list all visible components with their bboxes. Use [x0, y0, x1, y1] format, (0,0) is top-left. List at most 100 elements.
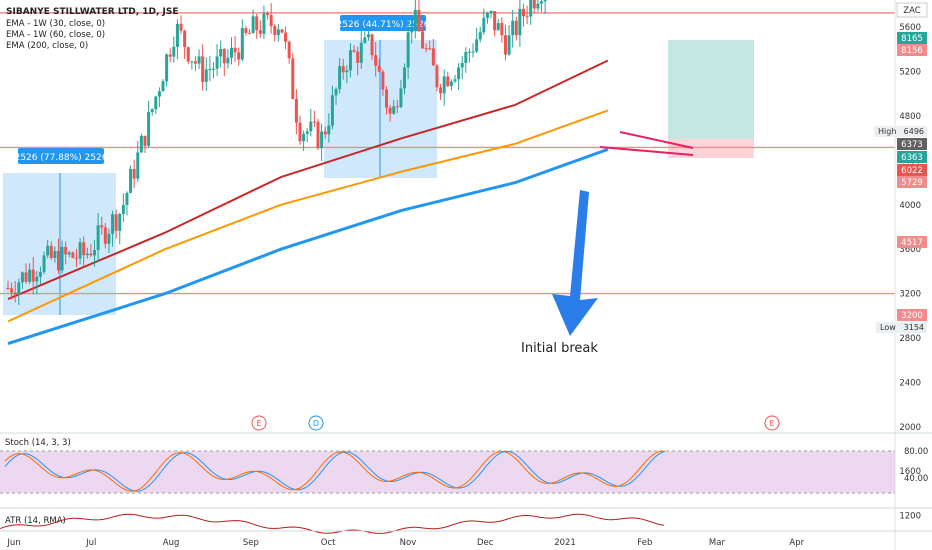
candle[interactable] — [478, 26, 482, 43]
candle[interactable] — [323, 126, 327, 139]
candle[interactable] — [284, 26, 288, 50]
candle[interactable] — [244, 25, 248, 36]
ema-lines[interactable] — [7, 59, 609, 346]
candle[interactable] — [543, 0, 547, 14]
candle[interactable] — [287, 40, 291, 64]
candle[interactable] — [511, 10, 515, 48]
candle[interactable] — [363, 31, 367, 44]
candle[interactable] — [460, 56, 464, 80]
candle[interactable] — [17, 278, 21, 306]
candle[interactable] — [89, 243, 93, 258]
candle[interactable] — [482, 8, 486, 35]
candle[interactable] — [204, 57, 208, 91]
candle[interactable] — [35, 270, 39, 295]
candle[interactable] — [229, 37, 233, 65]
candle[interactable] — [46, 239, 50, 259]
candle[interactable] — [507, 24, 511, 56]
candle[interactable] — [258, 20, 262, 38]
candle[interactable] — [439, 83, 443, 100]
candlesticks[interactable] — [6, 0, 608, 306]
pennant-pattern[interactable] — [599, 131, 694, 156]
earnings-event-marker-2[interactable]: E — [764, 415, 780, 431]
candle[interactable] — [262, 5, 266, 40]
candle[interactable] — [366, 29, 370, 41]
candle[interactable] — [475, 27, 479, 53]
candle[interactable] — [125, 191, 129, 216]
candle[interactable] — [82, 236, 86, 267]
candle[interactable] — [67, 250, 71, 258]
candle[interactable] — [435, 63, 439, 92]
candle[interactable] — [28, 263, 32, 285]
candle[interactable] — [496, 18, 500, 31]
candle[interactable] — [500, 17, 504, 43]
candle[interactable] — [273, 23, 277, 42]
candle[interactable] — [219, 40, 223, 68]
candle[interactable] — [356, 46, 360, 76]
candle[interactable] — [85, 247, 89, 259]
candle[interactable] — [143, 135, 147, 153]
ema-line-0[interactable] — [7, 59, 609, 301]
atr-series[interactable] — [0, 513, 665, 534]
candle[interactable] — [305, 128, 309, 143]
candle[interactable] — [42, 251, 46, 275]
candle[interactable] — [428, 40, 432, 51]
candle[interactable] — [157, 87, 161, 108]
horizontal-levels[interactable] — [0, 0, 895, 295]
candle[interactable] — [237, 47, 241, 66]
candle[interactable] — [222, 48, 226, 77]
candle[interactable] — [536, 0, 540, 12]
candle[interactable] — [424, 43, 428, 53]
candle[interactable] — [359, 30, 363, 69]
candle[interactable] — [385, 86, 389, 115]
candle[interactable] — [118, 212, 122, 245]
candle[interactable] — [302, 130, 306, 151]
candle[interactable] — [136, 140, 140, 182]
candle[interactable] — [10, 282, 14, 300]
candle[interactable] — [532, 0, 536, 14]
candle[interactable] — [147, 100, 151, 148]
candle[interactable] — [514, 16, 518, 41]
candle[interactable] — [410, 28, 414, 44]
candle[interactable] — [330, 85, 334, 130]
candle[interactable] — [276, 24, 280, 42]
candle[interactable] — [312, 110, 316, 128]
candle[interactable] — [64, 241, 68, 265]
candle[interactable] — [348, 43, 352, 78]
candle[interactable] — [352, 45, 356, 53]
candle[interactable] — [53, 246, 57, 263]
candle[interactable] — [248, 28, 252, 34]
candle[interactable] — [215, 44, 219, 76]
candle[interactable] — [316, 118, 320, 150]
candle[interactable] — [399, 80, 403, 109]
candle[interactable] — [489, 10, 493, 19]
candle[interactable] — [392, 99, 396, 115]
candle[interactable] — [529, 0, 533, 25]
candle[interactable] — [226, 49, 230, 69]
candle[interactable] — [413, 0, 417, 39]
candle[interactable] — [193, 56, 197, 71]
candle[interactable] — [493, 11, 497, 37]
candle[interactable] — [374, 42, 378, 77]
candle[interactable] — [71, 251, 75, 259]
candle[interactable] — [129, 165, 133, 194]
candle[interactable] — [20, 271, 24, 289]
candle[interactable] — [121, 193, 125, 222]
candle[interactable] — [6, 280, 10, 290]
candle[interactable] — [453, 74, 457, 83]
candle[interactable] — [467, 48, 471, 63]
candle[interactable] — [132, 159, 136, 188]
candle[interactable] — [179, 15, 183, 35]
candle[interactable] — [540, 0, 544, 12]
candle[interactable] — [403, 63, 407, 95]
candle[interactable] — [197, 49, 201, 70]
candle[interactable] — [251, 9, 255, 34]
candle[interactable] — [457, 63, 461, 91]
candle[interactable] — [154, 95, 158, 114]
candle[interactable] — [168, 48, 172, 63]
candle[interactable] — [280, 29, 284, 34]
stoch-lines[interactable] — [4, 450, 666, 492]
atr-line[interactable] — [0, 513, 665, 534]
candle[interactable] — [100, 216, 104, 235]
candle[interactable] — [114, 209, 118, 239]
